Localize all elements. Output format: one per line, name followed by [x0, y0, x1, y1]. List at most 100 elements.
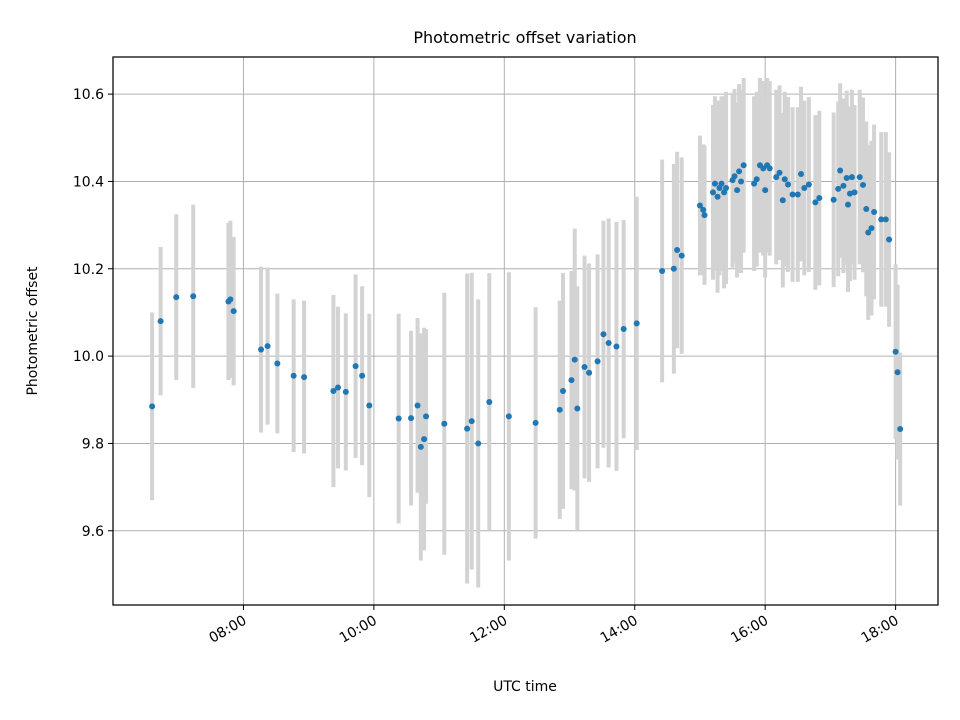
- data-point: [865, 229, 872, 236]
- data-point: [620, 326, 627, 333]
- data-point: [863, 205, 870, 212]
- data-point: [157, 318, 164, 325]
- data-point: [789, 191, 796, 198]
- data-point: [776, 169, 783, 176]
- data-point: [714, 193, 721, 200]
- data-point: [773, 174, 780, 181]
- y-tick-label: 10.6: [73, 87, 104, 103]
- data-point: [301, 374, 308, 381]
- data-point: [738, 178, 745, 185]
- data-point: [230, 308, 237, 315]
- data-point: [860, 181, 866, 188]
- data-point: [837, 167, 844, 174]
- data-point: [505, 413, 512, 420]
- data-point: [805, 181, 812, 188]
- data-point: [605, 340, 612, 347]
- data-point: [486, 398, 493, 405]
- data-point: [711, 180, 718, 187]
- data-point: [700, 206, 707, 213]
- data-point: [264, 343, 271, 350]
- data-point: [395, 415, 402, 422]
- data-point: [781, 176, 788, 183]
- data-point: [613, 343, 620, 350]
- y-axis: 9.6 9.8 10.0 10.2 10.4 10.6: [73, 87, 113, 540]
- data-points: [149, 162, 904, 450]
- data-point: [464, 425, 471, 432]
- data-point: [731, 173, 738, 180]
- data-point: [568, 377, 575, 384]
- data-point: [421, 436, 428, 443]
- data-point: [560, 388, 566, 395]
- data-point: [359, 372, 366, 379]
- data-point: [718, 180, 725, 187]
- data-point: [734, 187, 741, 194]
- y-axis-label: Photometric offset: [25, 266, 41, 396]
- data-point: [571, 356, 578, 363]
- data-point: [335, 384, 341, 391]
- data-point: [701, 212, 708, 219]
- data-point: [886, 236, 893, 243]
- data-point: [897, 426, 904, 433]
- data-point: [835, 185, 842, 192]
- plot-frame: [112, 56, 939, 606]
- data-point: [659, 267, 666, 274]
- data-point: [843, 174, 850, 181]
- y-tick-label: 10.2: [73, 262, 104, 278]
- data-point: [342, 388, 349, 395]
- data-point: [779, 197, 786, 204]
- data-point: [840, 182, 847, 189]
- data-point: [753, 176, 760, 183]
- data-point: [290, 372, 297, 379]
- data-point: [751, 180, 758, 187]
- data-point: [846, 190, 853, 197]
- data-point: [894, 369, 901, 376]
- data-point: [258, 346, 265, 353]
- data-point: [766, 165, 773, 172]
- y-tick-label: 10.4: [73, 174, 104, 190]
- data-point: [633, 320, 640, 327]
- data-point: [414, 402, 421, 409]
- data-point: [816, 195, 823, 202]
- data-point: [845, 201, 851, 208]
- data-point: [740, 162, 747, 169]
- data-point: [678, 252, 685, 259]
- data-point: [556, 406, 563, 413]
- data-point: [581, 364, 588, 371]
- data-point: [851, 189, 858, 196]
- data-point: [736, 168, 743, 175]
- data-point: [423, 413, 430, 420]
- data-point: [227, 296, 234, 303]
- y-tick-label: 10.0: [73, 349, 104, 365]
- data-point: [868, 225, 875, 232]
- data-point: [441, 420, 448, 427]
- data-point: [468, 418, 475, 425]
- data-point: [670, 265, 677, 272]
- data-point: [798, 171, 805, 178]
- data-point: [785, 181, 791, 188]
- data-point: [475, 440, 482, 447]
- data-point: [274, 360, 281, 367]
- data-point: [674, 247, 681, 254]
- data-point: [710, 189, 716, 196]
- data-point: [812, 199, 819, 206]
- data-point: [882, 216, 889, 223]
- x-axis-label: UTC time: [493, 679, 557, 695]
- data-point: [848, 174, 855, 181]
- data-point: [352, 363, 359, 370]
- data-point: [366, 402, 373, 409]
- data-point: [871, 209, 878, 216]
- y-tick-label: 9.8: [82, 436, 104, 452]
- data-point: [408, 415, 415, 422]
- data-point: [801, 184, 808, 191]
- data-point: [173, 294, 180, 301]
- data-point: [574, 405, 581, 412]
- data-point: [892, 348, 899, 355]
- data-point: [856, 174, 863, 181]
- y-tick-label: 9.6: [82, 524, 104, 540]
- data-point: [594, 358, 601, 365]
- data-point: [330, 388, 337, 395]
- data-point: [600, 331, 607, 338]
- data-point: [794, 191, 801, 198]
- data-point: [830, 196, 837, 203]
